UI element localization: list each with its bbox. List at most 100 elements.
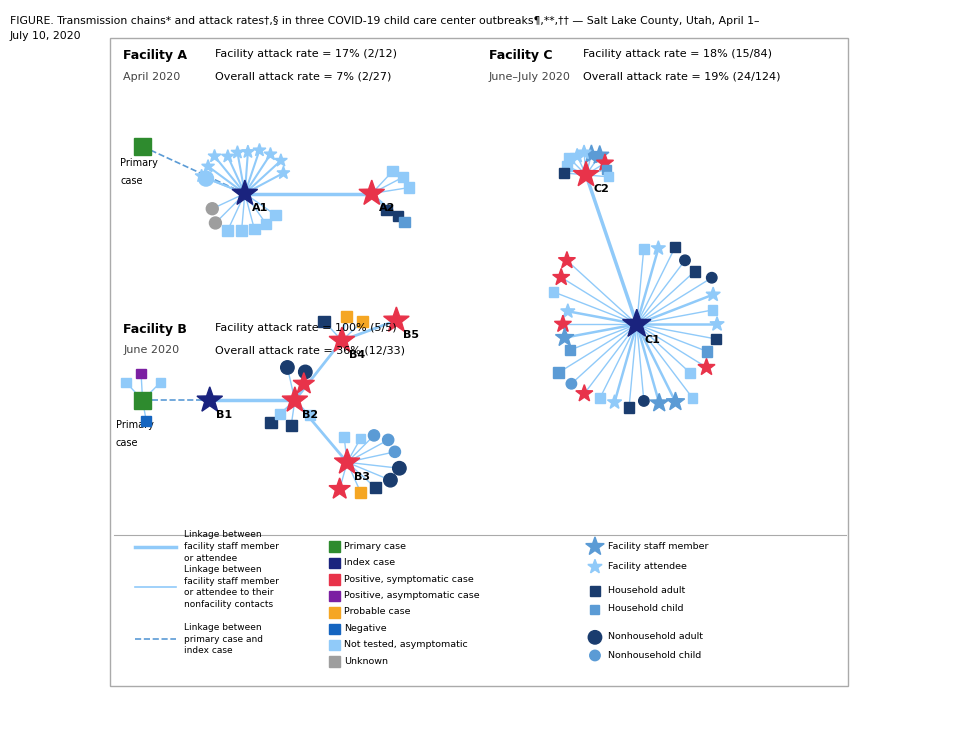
Bar — [341, 311, 352, 322]
Circle shape — [383, 435, 394, 446]
Text: C2: C2 — [593, 184, 610, 194]
Text: Linkage between
facility staff member
or attendee to their
nonfacility contacts: Linkage between facility staff member or… — [183, 564, 278, 609]
Circle shape — [638, 396, 649, 406]
Bar — [702, 346, 712, 357]
Polygon shape — [710, 316, 724, 330]
Polygon shape — [555, 315, 571, 332]
Text: Nonhousehold child: Nonhousehold child — [609, 650, 702, 660]
Polygon shape — [232, 180, 257, 204]
Text: B2: B2 — [301, 410, 318, 420]
Polygon shape — [293, 373, 315, 393]
Text: Linkage between
facility staff member
or attendee: Linkage between facility staff member or… — [183, 531, 278, 563]
Text: Index case: Index case — [344, 558, 396, 567]
Circle shape — [280, 360, 294, 374]
Text: Facility A: Facility A — [123, 49, 187, 62]
Circle shape — [390, 446, 400, 457]
Text: Primary: Primary — [120, 159, 158, 168]
Bar — [638, 244, 649, 254]
Bar — [261, 219, 272, 229]
Bar — [589, 586, 600, 596]
Text: Primary: Primary — [116, 420, 154, 429]
Circle shape — [680, 255, 690, 266]
Polygon shape — [608, 395, 622, 408]
Polygon shape — [334, 448, 360, 473]
Text: FIGURE. Transmission chains* and attack rates†,§ in three COVID-19 child care ce: FIGURE. Transmission chains* and attack … — [10, 16, 759, 26]
Polygon shape — [650, 393, 668, 411]
Polygon shape — [208, 150, 221, 161]
Bar — [595, 393, 605, 403]
Polygon shape — [202, 160, 214, 172]
Bar — [319, 316, 329, 327]
Circle shape — [589, 650, 600, 661]
Bar — [271, 210, 281, 220]
Text: Negative: Negative — [344, 624, 387, 633]
Bar — [134, 138, 151, 155]
Text: Household adult: Household adult — [609, 586, 685, 595]
Text: June–July 2020: June–July 2020 — [489, 72, 571, 82]
Polygon shape — [275, 154, 287, 166]
Text: Not tested, asymptomatic: Not tested, asymptomatic — [344, 640, 468, 650]
Text: Household child: Household child — [609, 604, 684, 613]
Polygon shape — [651, 241, 665, 254]
Text: Facility attack rate = 18% (15/84): Facility attack rate = 18% (15/84) — [583, 49, 772, 59]
Bar — [121, 377, 131, 388]
Text: Primary case: Primary case — [344, 542, 406, 550]
Bar — [564, 153, 574, 163]
Text: A1: A1 — [252, 203, 268, 214]
Bar — [710, 334, 721, 344]
Text: A2: A2 — [378, 203, 395, 214]
Polygon shape — [197, 387, 223, 411]
Text: Positive, symptomatic case: Positive, symptomatic case — [344, 575, 474, 584]
Polygon shape — [282, 387, 307, 411]
Bar — [708, 305, 717, 315]
Bar — [685, 368, 695, 378]
Text: B4: B4 — [348, 350, 365, 360]
Bar — [397, 172, 408, 182]
Text: Nonhousehold adult: Nonhousehold adult — [609, 633, 704, 642]
Text: B5: B5 — [403, 330, 420, 340]
Bar — [670, 242, 681, 252]
Text: Probable case: Probable case — [344, 608, 411, 617]
Polygon shape — [706, 287, 720, 301]
Bar — [624, 402, 635, 413]
Bar — [399, 217, 410, 227]
Bar — [381, 205, 392, 215]
Text: B3: B3 — [354, 472, 370, 482]
Bar — [329, 558, 340, 568]
Circle shape — [393, 462, 406, 475]
Circle shape — [566, 379, 577, 389]
Polygon shape — [231, 146, 244, 158]
Bar — [355, 487, 366, 498]
Bar — [141, 416, 151, 426]
Polygon shape — [666, 392, 684, 410]
Bar — [329, 542, 340, 552]
Text: B1: B1 — [217, 410, 232, 420]
Bar — [236, 225, 247, 236]
Bar — [590, 605, 599, 614]
Polygon shape — [277, 167, 290, 178]
Bar — [388, 166, 397, 176]
Bar — [393, 211, 403, 221]
Bar — [250, 224, 259, 234]
Bar — [565, 345, 575, 355]
Text: Facility attack rate = 100% (5/5): Facility attack rate = 100% (5/5) — [215, 323, 396, 333]
Bar — [223, 225, 233, 236]
Circle shape — [206, 203, 218, 215]
Polygon shape — [329, 478, 350, 498]
Polygon shape — [556, 328, 574, 346]
Polygon shape — [253, 144, 266, 156]
Text: July 10, 2020: July 10, 2020 — [10, 31, 82, 41]
Bar — [356, 434, 366, 443]
Polygon shape — [559, 252, 575, 268]
Bar — [285, 420, 297, 432]
Text: Overall attack rate = 19% (24/124): Overall attack rate = 19% (24/124) — [583, 72, 780, 82]
Polygon shape — [577, 145, 591, 159]
Bar — [602, 165, 611, 174]
Circle shape — [384, 473, 397, 487]
Text: Facility attendee: Facility attendee — [609, 562, 687, 571]
Bar — [604, 172, 612, 181]
Text: C1: C1 — [644, 335, 660, 346]
Bar — [265, 417, 276, 429]
Bar — [370, 482, 381, 493]
Bar — [549, 287, 559, 297]
